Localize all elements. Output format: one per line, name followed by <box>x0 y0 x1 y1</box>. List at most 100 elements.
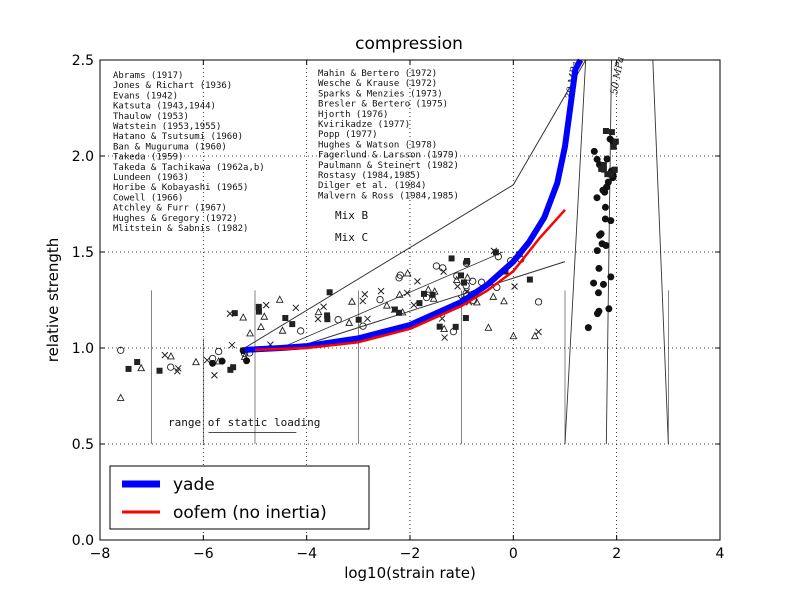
scan-legend-left-entry: Mlitstein & Sabnis (1982) <box>113 224 248 234</box>
scan-steep-line <box>564 59 587 445</box>
y-tick-label: 2.0 <box>72 149 94 165</box>
scan-data-marker <box>612 138 619 145</box>
scan-legend-right-entry: Hjorth (1976) <box>318 110 388 120</box>
scan-data-marker <box>601 215 609 223</box>
scan-data-marker <box>282 314 289 321</box>
scan-data-marker <box>396 309 403 316</box>
scan-data-marker <box>314 315 322 323</box>
scan-data-marker <box>260 312 269 320</box>
scan-data-marker <box>230 364 237 371</box>
scan-data-marker <box>416 300 423 307</box>
scan-data-marker <box>166 351 175 360</box>
scan-legend-left-entry: Katsuta (1943,1944) <box>113 102 216 112</box>
scan-data-marker <box>602 127 609 134</box>
scan-data-marker <box>601 203 609 211</box>
scan-data-marker <box>469 277 477 285</box>
scan-data-marker <box>602 241 610 249</box>
y-tick-label: 1.0 <box>72 341 94 357</box>
scan-data-marker <box>424 285 433 293</box>
scan-data-marker <box>192 357 200 366</box>
scan-legend-left-entry: Abrams (1917) <box>113 71 183 81</box>
scan-data-marker <box>611 166 618 173</box>
scan-data-marker <box>395 290 404 298</box>
scan-data-marker <box>594 289 602 297</box>
scan-data-marker <box>608 129 615 136</box>
scan-legend-left-entry: Jones & Richart (1936) <box>113 81 232 91</box>
scan-data-marker <box>511 283 518 290</box>
x-tick-label: −8 <box>90 546 111 562</box>
legend-label-oofem: oofem (no inertia) <box>173 503 327 523</box>
scan-data-marker <box>326 289 333 296</box>
scan-data-marker <box>429 294 438 302</box>
scan-data-marker <box>289 321 296 328</box>
scan-data-marker <box>359 297 367 305</box>
scan-data-marker <box>599 280 607 288</box>
scan-data-marker <box>262 301 270 309</box>
scan-data-marker <box>441 334 448 341</box>
scan-data-marker <box>472 297 481 306</box>
scan-envelope-upper <box>244 184 514 349</box>
scan-data-marker <box>348 297 356 305</box>
scan-data-marker <box>429 291 436 298</box>
scan-data-marker <box>361 290 369 298</box>
scan-data-marker <box>320 303 327 311</box>
scan-legend-right-entry: Popp (1977) <box>318 130 378 140</box>
scan-data-marker <box>603 155 611 163</box>
scan-legend-left-entry: Horibe & Kobayashi (1965) <box>113 183 248 193</box>
scan-data-marker <box>610 143 617 150</box>
scan-legend-right-entry: Rostasy (1984,1985) <box>318 171 421 181</box>
x-axis: −8 −6 −4 −2 0 2 4 <box>90 60 725 562</box>
scan-legend-right-entry: Kvirikadze (1977) <box>318 120 410 130</box>
scan-data-marker <box>489 292 498 300</box>
scan-legend-right-entry: Wesche & Krause (1972) <box>318 79 437 89</box>
scan-data-marker <box>218 357 226 365</box>
scan-data-marker <box>600 162 607 169</box>
scan-data-marker <box>462 315 469 322</box>
scan-data-marker <box>214 347 223 356</box>
scan-data-marker <box>209 359 217 367</box>
y-axis: 0.0 0.5 1.0 1.5 2.0 2.5 <box>72 53 720 549</box>
scan-data-marker <box>452 275 461 284</box>
scan-legend-right-entry: Sparks & Menzies (1973) <box>318 89 443 99</box>
scan-data-marker <box>403 268 412 277</box>
scan-data-marker <box>595 264 603 272</box>
scan-data-marker <box>156 367 163 374</box>
x-tick-label: 0 <box>509 546 518 562</box>
series-layer <box>244 58 584 353</box>
scan-legend-right-entry: Hughes & Watson (1978) <box>318 140 437 150</box>
scan-data-marker <box>228 341 236 349</box>
scan-data-marker <box>494 253 503 261</box>
scan-data-marker <box>314 307 323 316</box>
scan-legend-left-entry: Lundeen (1963) <box>113 173 189 183</box>
scan-data-marker <box>453 272 461 280</box>
scan-legend-left-entry: Takeda & Tachikawa (1962a,b) <box>113 163 265 173</box>
scan-data-marker <box>605 305 613 313</box>
scan-static-loading-annotation: range of static loading <box>168 416 320 429</box>
scan-legend-right-entry: Malvern & Ross (1984,1985) <box>318 191 459 201</box>
scan-data-marker <box>509 331 518 340</box>
scan-data-marker <box>345 318 354 326</box>
scan-data-marker <box>607 273 615 281</box>
scan-data-marker <box>448 255 455 262</box>
x-tick-label: −2 <box>400 546 421 562</box>
scan-mix-c-label: Mix C <box>335 231 368 244</box>
scan-data-marker <box>359 322 367 330</box>
scan-data-marker <box>324 312 331 319</box>
scan-data-marker <box>203 356 211 364</box>
scan-data-marker <box>382 301 391 309</box>
x-tick-label: −6 <box>193 546 214 562</box>
scan-data-marker <box>355 316 362 323</box>
scan-legend-left-entry: Cowell (1966) <box>113 193 183 203</box>
scan-data-marker <box>334 316 342 324</box>
scan-data-marker <box>484 323 493 331</box>
scan-data-marker <box>134 359 141 366</box>
scan-data-marker <box>364 315 371 323</box>
scan-data-marker <box>395 274 403 282</box>
scan-data-marker <box>410 301 418 309</box>
scan-data-marker <box>590 147 598 155</box>
y-tick-label: 0.5 <box>72 437 94 453</box>
scan-data-marker <box>440 268 447 275</box>
grid <box>100 60 720 540</box>
y-axis-label: relative strength <box>44 238 62 363</box>
